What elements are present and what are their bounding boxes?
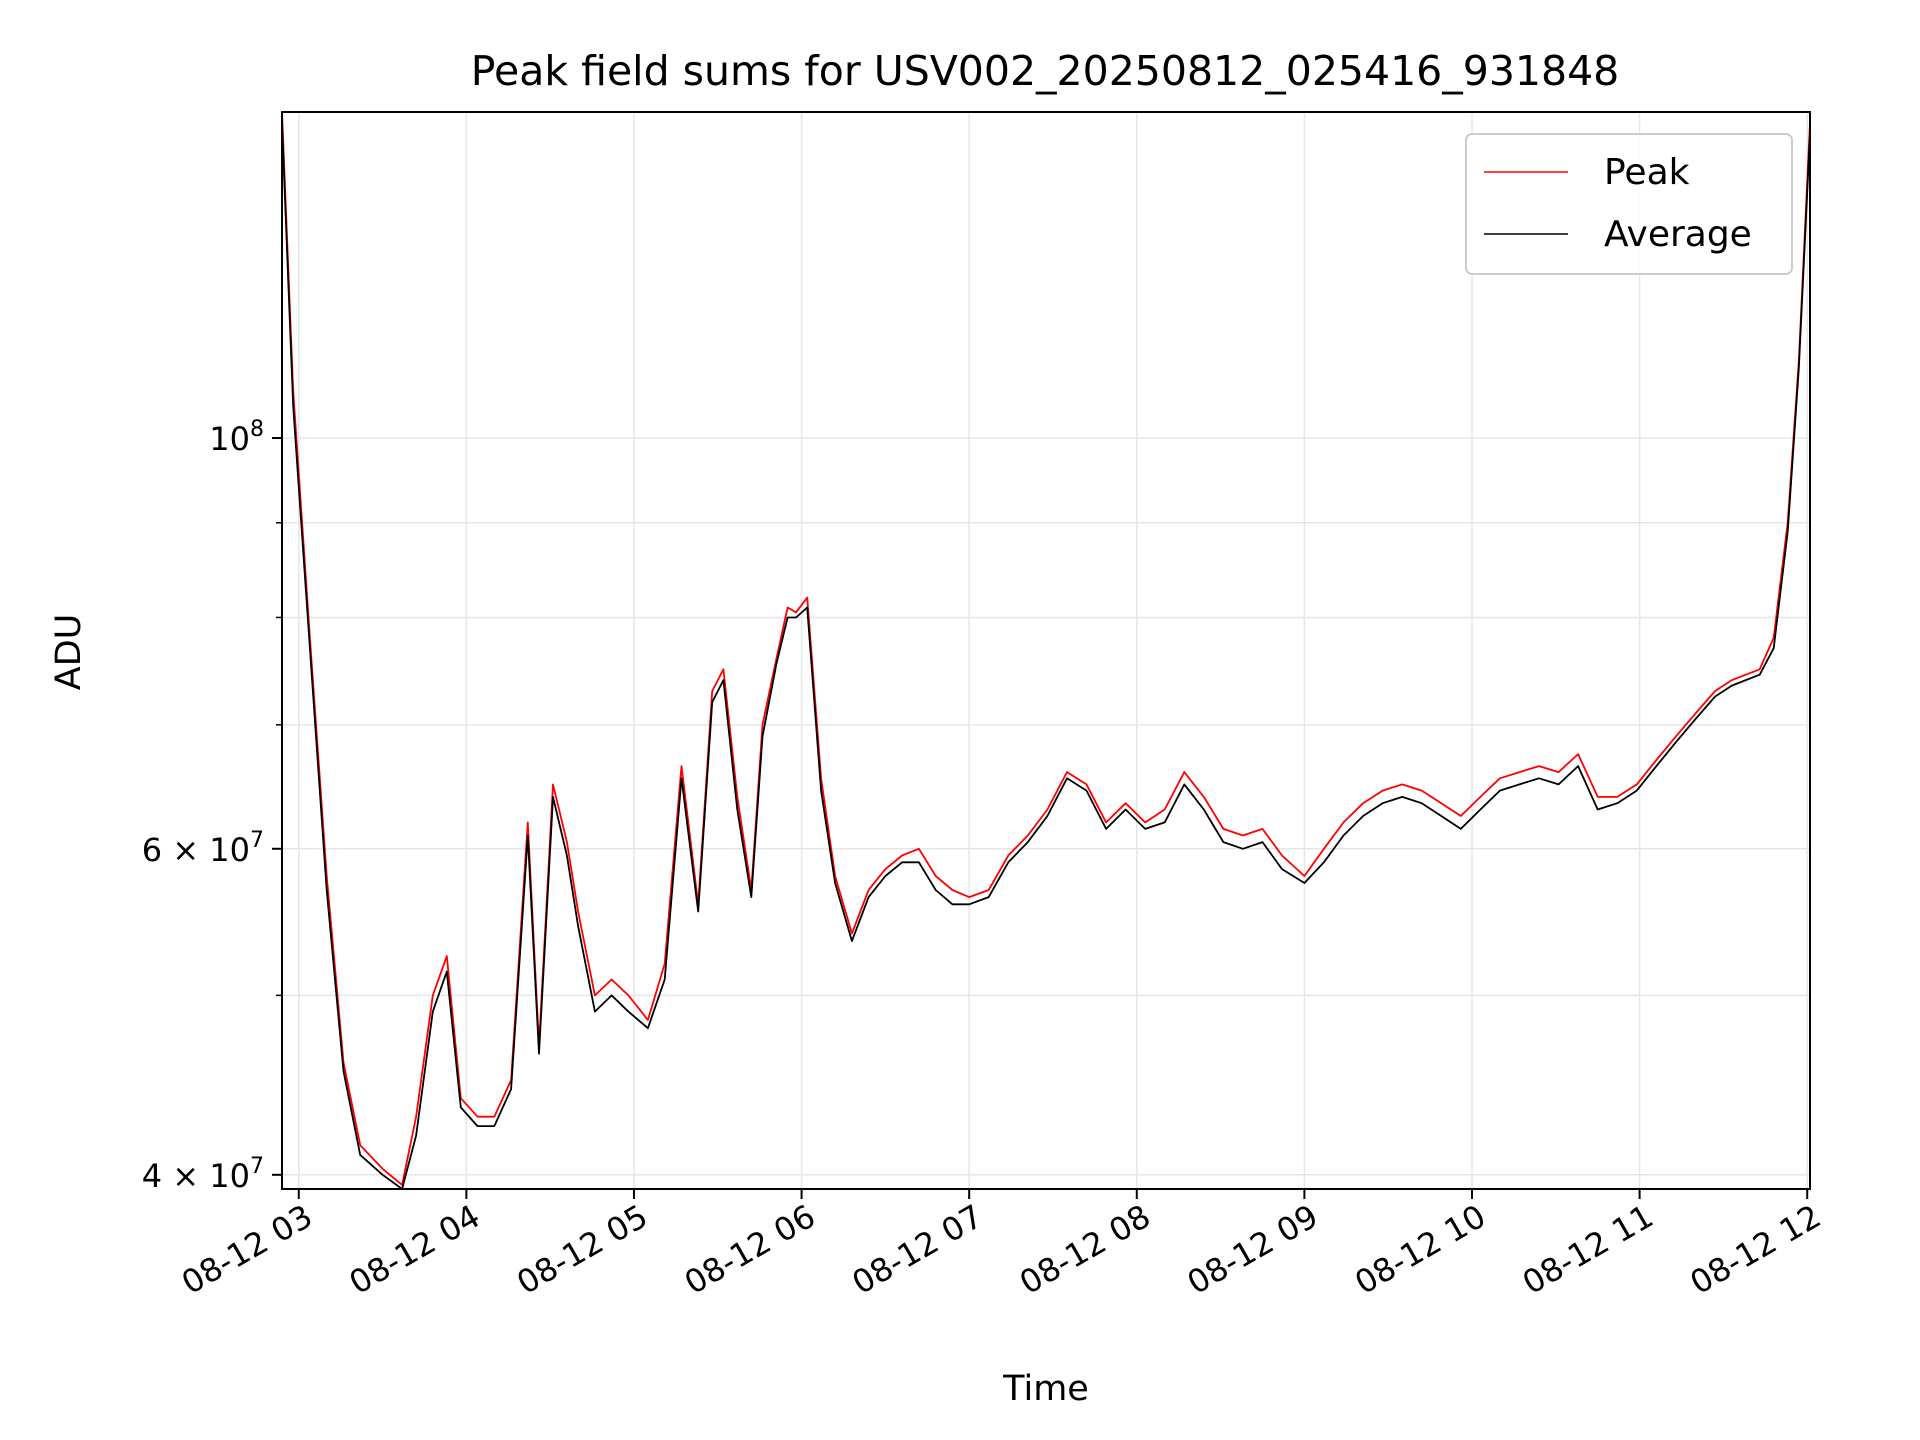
series-line-average — [282, 122, 1810, 1189]
chart-title: Peak field sums for USV002_20250812_0254… — [471, 47, 1620, 95]
legend: Peak Average — [1465, 133, 1793, 275]
series-line-peak — [282, 112, 1810, 1186]
x-axis-label: Time — [1002, 1369, 1089, 1409]
plot-lines — [282, 112, 1810, 1189]
y-axis-label: ADU — [49, 614, 89, 691]
legend-box — [1465, 133, 1793, 275]
grid — [282, 112, 1810, 1189]
legend-label-average: Average — [1604, 214, 1752, 255]
legend-label-peak: Peak — [1604, 152, 1690, 193]
y-tick-label: 6 × 107 — [142, 828, 264, 869]
plot-frame — [281, 111, 1811, 1190]
y-tick-label: 4 × 107 — [142, 1154, 264, 1195]
